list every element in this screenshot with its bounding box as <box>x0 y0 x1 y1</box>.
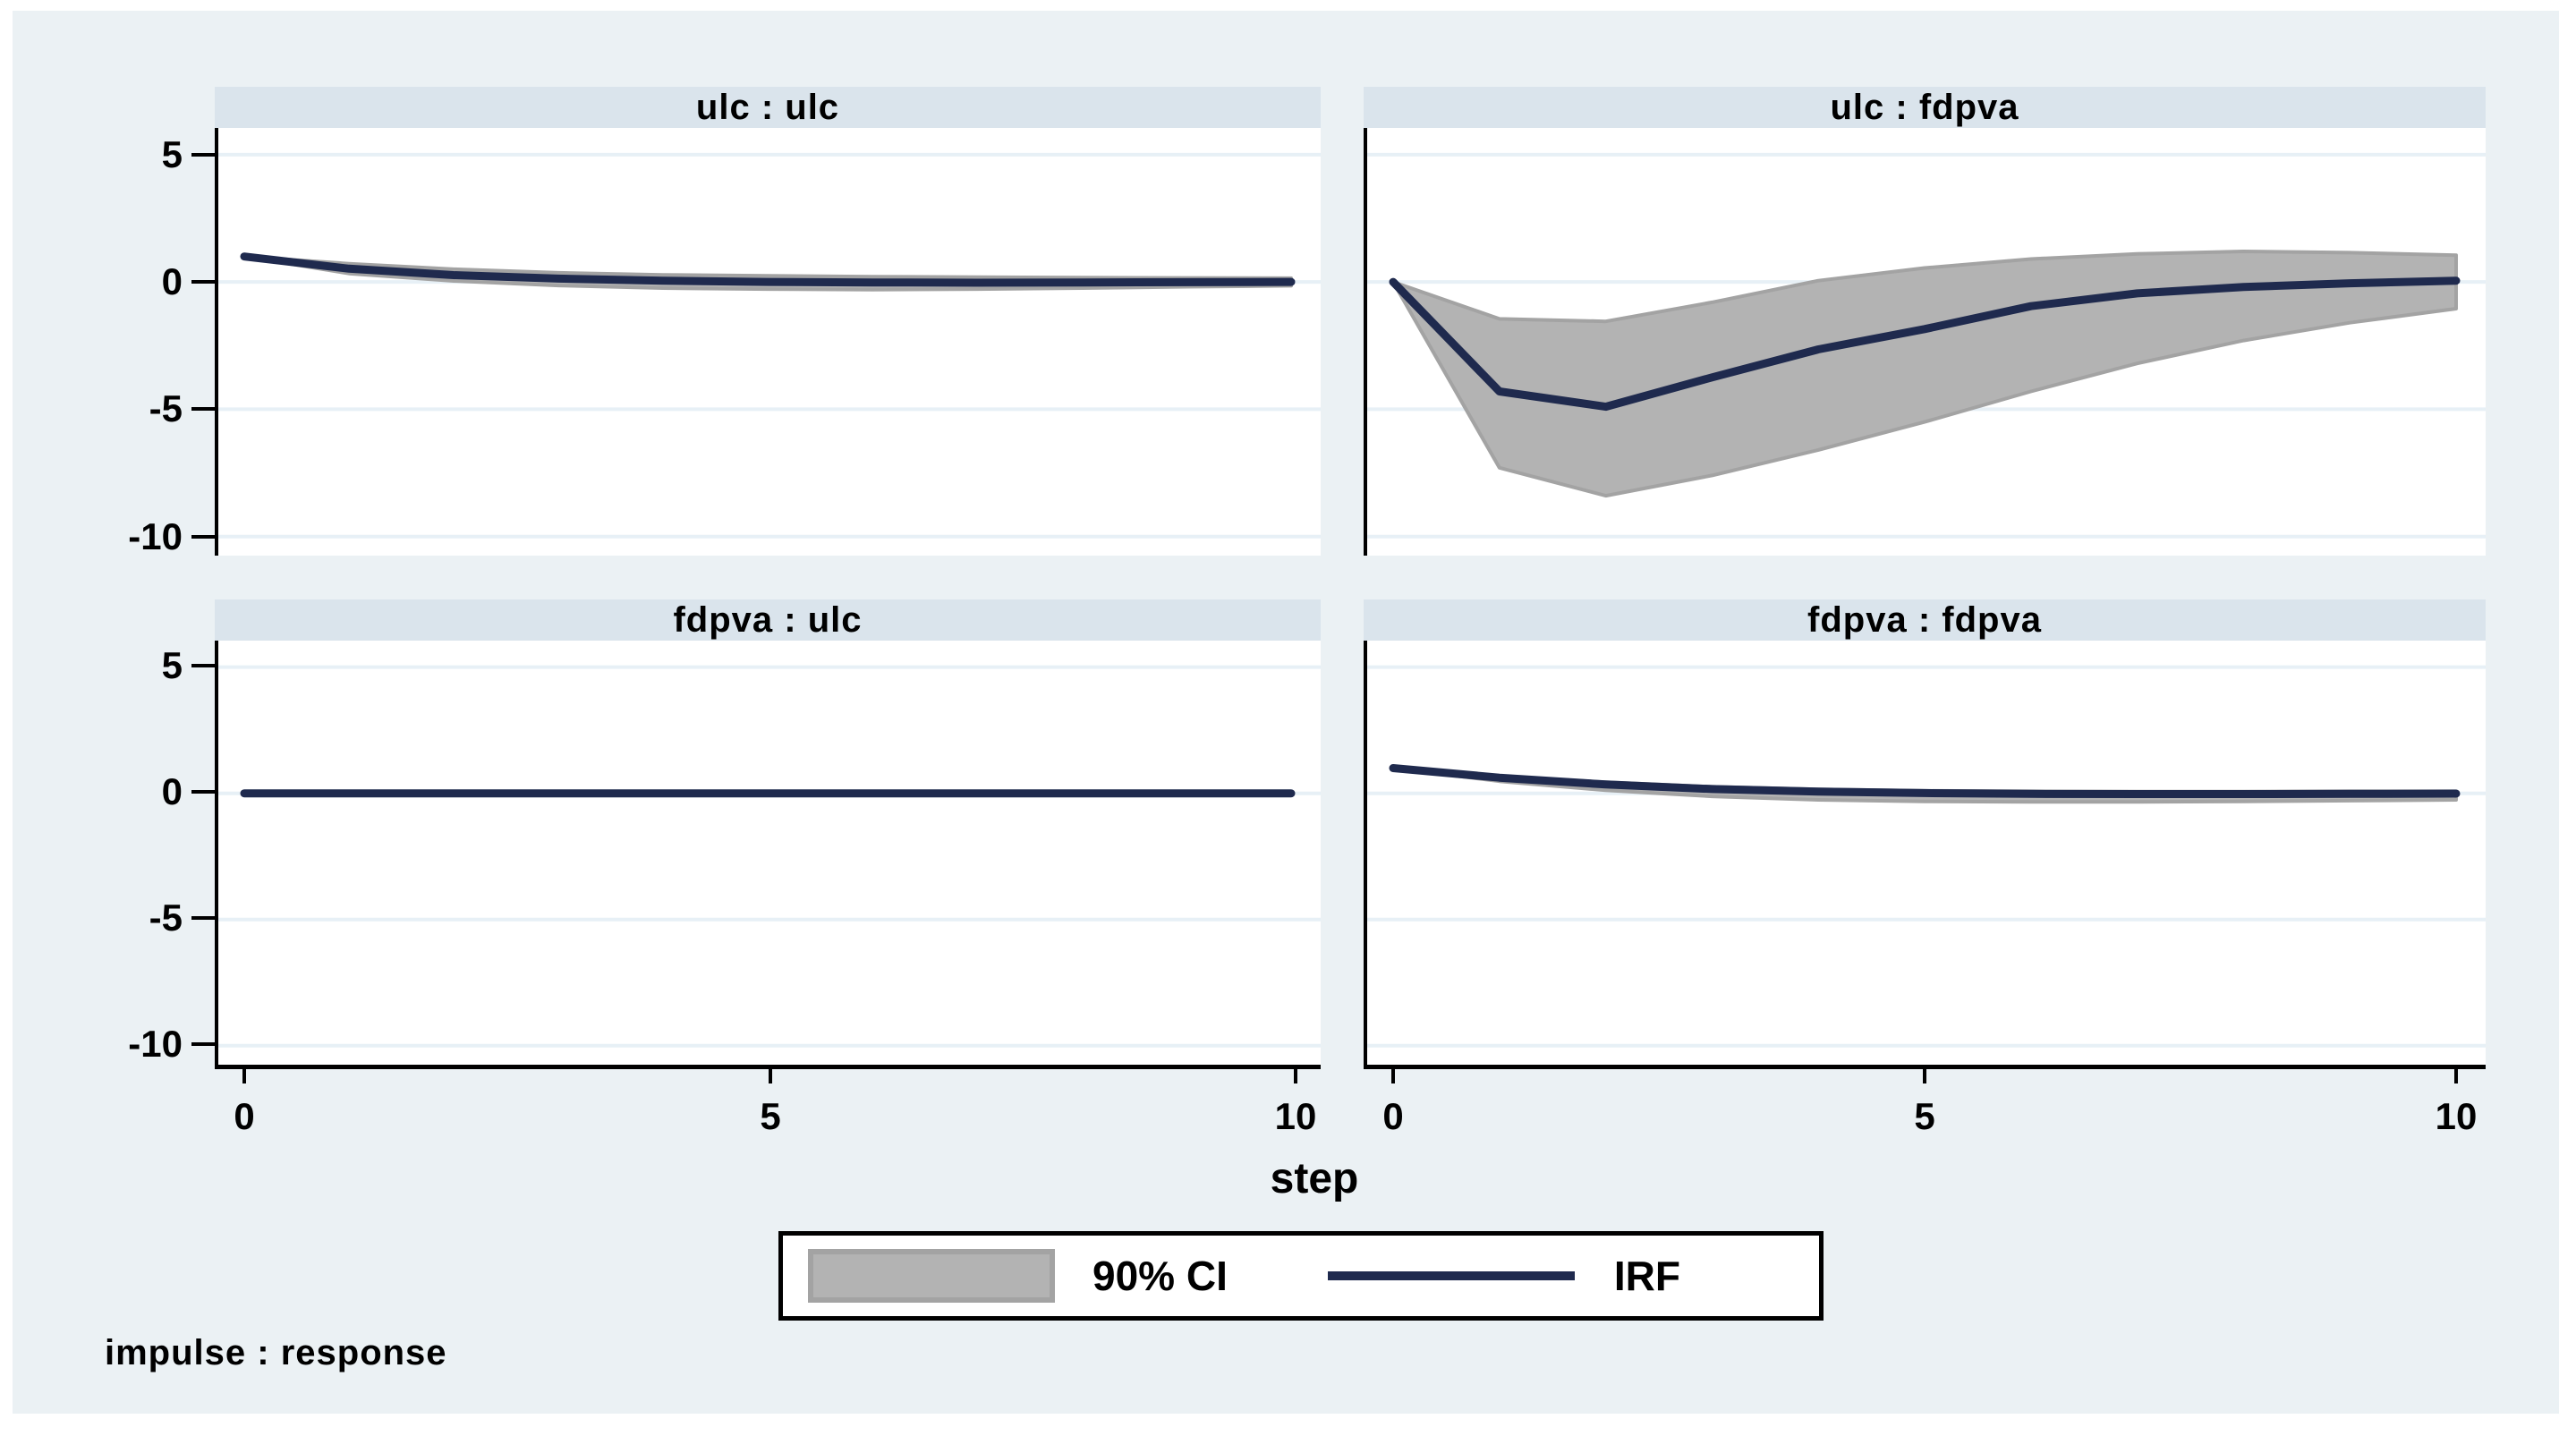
y-tick <box>191 407 215 411</box>
panel-title-fdpva-ulc: fdpva : ulc <box>215 599 1321 641</box>
y-tick-label: -10 <box>128 1023 183 1065</box>
y-tick <box>191 535 215 539</box>
x-tick-label: 5 <box>760 1095 781 1137</box>
x-tick <box>769 1069 772 1083</box>
x-axis-title: step <box>1270 1155 1359 1202</box>
figure-background: ulc : ulc ulc : fdpva fdpva : ulc fdpva … <box>13 11 2559 1414</box>
x-tick-label: 10 <box>1274 1095 1317 1137</box>
legend-box: 90% CI IRF <box>778 1231 1824 1321</box>
irf-line-swatch <box>1327 1271 1575 1280</box>
plot-fdpva-fdpva <box>1364 641 2486 1065</box>
plot-ulc-fdpva <box>1364 128 2486 556</box>
x-tick-label: 0 <box>1382 1095 1404 1137</box>
y-tick <box>191 1042 215 1046</box>
x-tick-label: 0 <box>234 1095 255 1137</box>
plot-ulc-ulc <box>215 128 1321 556</box>
y-tick-label: -5 <box>149 896 183 939</box>
ci-band-swatch <box>808 1249 1055 1303</box>
y-tick <box>191 153 215 157</box>
y-tick <box>191 790 215 794</box>
x-tick <box>2454 1069 2458 1083</box>
x-tick <box>1294 1069 1297 1083</box>
y-tick <box>191 916 215 920</box>
y-tick-label: 5 <box>161 644 183 686</box>
x-tick <box>242 1069 246 1083</box>
x-axis-line-left <box>215 1065 1321 1069</box>
legend-irf-label: IRF <box>1613 1253 1680 1299</box>
y-tick-label: -5 <box>149 387 183 429</box>
y-tick-label: 0 <box>161 770 183 812</box>
x-tick <box>1391 1069 1395 1083</box>
x-tick-label: 10 <box>2435 1095 2478 1137</box>
x-axis-line-right <box>1364 1065 2486 1069</box>
panel-title-ulc-fdpva: ulc : fdpva <box>1364 87 2486 128</box>
y-tick-label: 5 <box>161 133 183 175</box>
plot-fdpva-ulc <box>215 641 1321 1065</box>
x-tick-label: 5 <box>1914 1095 1935 1137</box>
legend-ci-label: 90% CI <box>1092 1253 1228 1299</box>
y-tick-label: -10 <box>128 515 183 557</box>
panel-title-fdpva-fdpva: fdpva : fdpva <box>1364 599 2486 641</box>
y-tick-label: 0 <box>161 260 183 302</box>
figure-caption: impulse : response <box>105 1333 447 1372</box>
y-tick <box>191 664 215 667</box>
x-tick <box>1923 1069 1926 1083</box>
panel-title-ulc-ulc: ulc : ulc <box>215 87 1321 128</box>
y-tick <box>191 280 215 284</box>
